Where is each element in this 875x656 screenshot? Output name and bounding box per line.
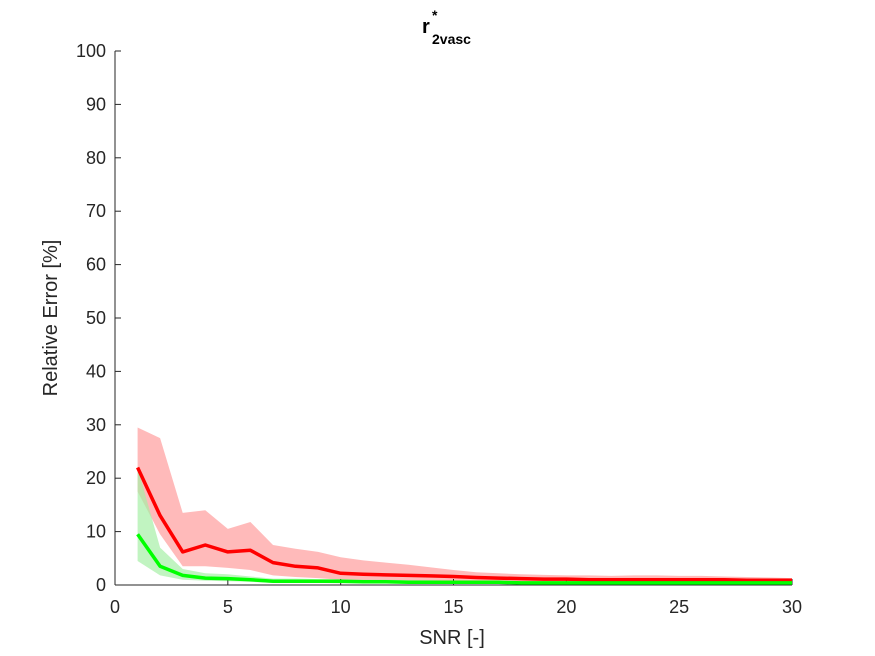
chart-title-subscript: 2vasc	[432, 31, 471, 47]
y-tick-label: 0	[96, 575, 106, 595]
y-tick-label: 80	[86, 148, 106, 168]
series-2-line	[136, 533, 792, 585]
series-1-line	[136, 466, 792, 582]
x-tick-label: 15	[443, 597, 463, 617]
y-tick-label: 70	[86, 201, 106, 221]
y-tick-label: 40	[86, 361, 106, 381]
y-tick-label: 100	[76, 41, 106, 61]
chart-title-superscript: *	[432, 7, 438, 23]
y-tick-label: 30	[86, 415, 106, 435]
x-tick-label: 20	[556, 597, 576, 617]
chart-title-main: r	[422, 16, 430, 38]
x-tick-label: 5	[223, 597, 233, 617]
x-axis-label: SNR [-]	[419, 627, 485, 649]
series-1-band	[137, 427, 793, 583]
y-tick-label: 50	[86, 308, 106, 328]
plot-area: 0 10 20 30 40 50 60 70 80 90 100 0 5 10 15 20 25 30	[76, 41, 802, 617]
x-tick-label: 25	[669, 597, 689, 617]
y-axis-label: Relative Error [%]	[40, 240, 62, 397]
x-tick-label: 0	[110, 597, 120, 617]
x-tick-label: 10	[331, 597, 351, 617]
y-tick-label: 90	[86, 94, 106, 114]
y-tick-label: 10	[86, 522, 106, 542]
y-tick-label: 60	[86, 255, 106, 275]
x-tick-label: 30	[782, 597, 802, 617]
y-tick-label: 20	[86, 468, 106, 488]
